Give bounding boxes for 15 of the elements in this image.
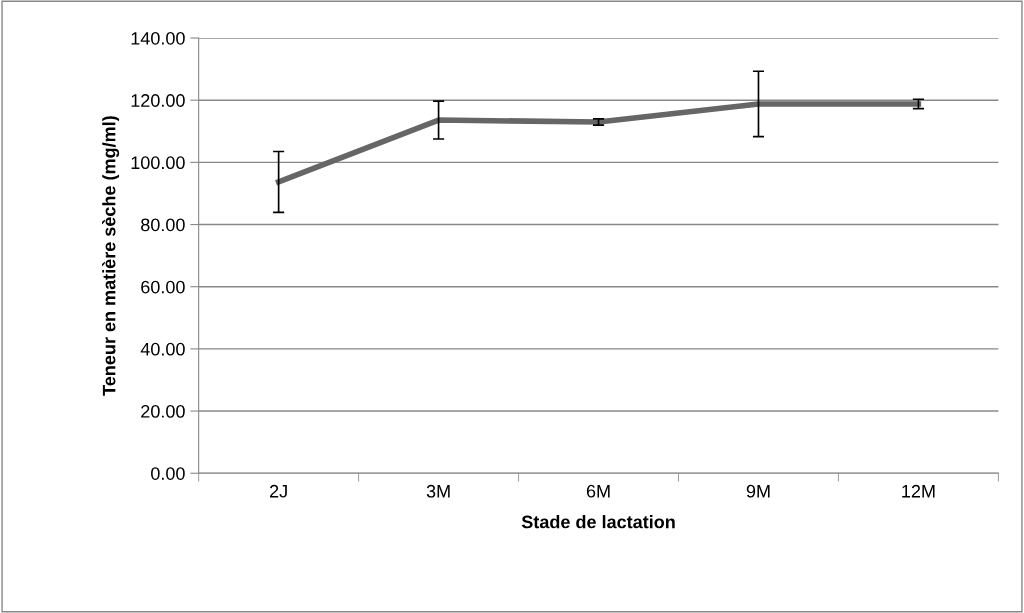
x-tick-label: 2J — [270, 484, 287, 498]
y-axis-title: Teneur en matière sèche (mg/ml) — [102, 116, 120, 396]
y-tick-label: 100.00 — [131, 156, 185, 170]
y-tick-label: 140.00 — [131, 31, 185, 45]
x-tick-label: 12M — [902, 484, 935, 498]
y-tick-label: 40.00 — [140, 342, 185, 356]
x-tick-label: 3M — [426, 484, 450, 498]
y-tick-label: 20.00 — [141, 404, 185, 418]
x-tick-label: 9M — [746, 484, 770, 498]
y-tick-label: 60.00 — [141, 280, 185, 294]
y-tick-label: 80.00 — [141, 218, 185, 232]
y-tick-label: 120.00 — [131, 94, 185, 107]
y-tick-label: 0.00 — [151, 467, 185, 480]
x-axis-title: Stade de lactation — [521, 515, 675, 529]
x-tick-label: 6M — [586, 484, 610, 498]
